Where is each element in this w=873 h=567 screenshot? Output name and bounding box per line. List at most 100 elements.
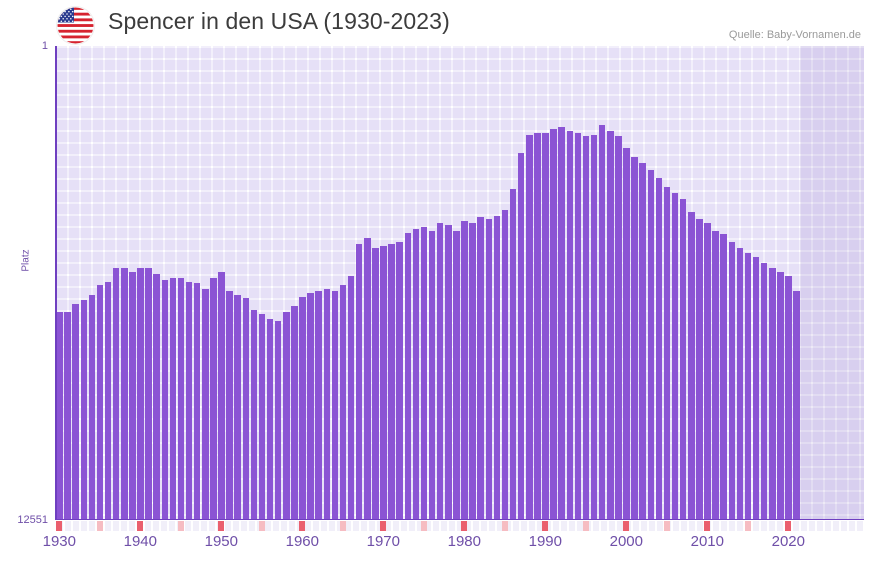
bar[interactable] [129, 272, 136, 519]
bar[interactable] [355, 243, 363, 519]
bar[interactable] [720, 234, 727, 519]
bar[interactable] [80, 300, 88, 519]
bar[interactable] [339, 285, 347, 519]
bar[interactable] [323, 289, 331, 519]
bar[interactable] [283, 311, 290, 519]
bar[interactable] [534, 132, 541, 519]
bar[interactable] [671, 192, 679, 519]
bar[interactable] [96, 285, 104, 519]
x-axis-tick-strip [55, 521, 864, 531]
bar[interactable] [307, 292, 314, 519]
bar[interactable] [623, 147, 630, 519]
bar[interactable] [461, 221, 468, 519]
bar[interactable] [169, 277, 177, 519]
bar[interactable] [712, 230, 719, 519]
no-data-shaded-region [800, 46, 864, 519]
bar[interactable] [777, 272, 784, 519]
bar[interactable] [526, 134, 533, 519]
y-axis-top-tick-label: 1 [41, 40, 48, 52]
bar[interactable] [704, 223, 711, 519]
bar[interactable] [485, 219, 493, 519]
bar[interactable] [121, 268, 128, 519]
bar[interactable] [509, 189, 517, 519]
bar[interactable] [388, 243, 395, 519]
bar[interactable] [226, 290, 233, 519]
x-tick-minor [420, 521, 427, 531]
bar[interactable] [234, 294, 241, 519]
bar[interactable] [210, 277, 217, 519]
bar[interactable] [258, 313, 266, 519]
bar[interactable] [760, 262, 768, 519]
bar[interactable] [202, 289, 209, 519]
bar[interactable] [250, 309, 258, 519]
bar[interactable] [372, 247, 379, 519]
bar[interactable] [566, 130, 574, 519]
bar[interactable] [615, 136, 622, 519]
bar[interactable] [218, 272, 225, 519]
bar[interactable] [663, 187, 671, 519]
bar[interactable] [145, 267, 152, 519]
bar[interactable] [793, 290, 800, 519]
bar[interactable] [696, 219, 703, 519]
bar[interactable] [679, 198, 687, 519]
bar[interactable] [177, 277, 185, 519]
bar[interactable] [631, 157, 638, 519]
bar[interactable] [785, 275, 792, 519]
x-tick-major [461, 521, 467, 531]
bar[interactable] [291, 306, 298, 519]
bar[interactable] [558, 127, 565, 519]
bar[interactable] [445, 225, 452, 519]
bar[interactable] [493, 215, 501, 519]
bar[interactable] [137, 268, 144, 519]
bar[interactable] [380, 245, 387, 519]
bar[interactable] [274, 321, 282, 519]
bar[interactable] [242, 298, 250, 519]
bar[interactable] [315, 290, 322, 519]
bar[interactable] [582, 136, 590, 519]
bar[interactable] [364, 238, 371, 519]
bar[interactable] [728, 241, 736, 519]
bar[interactable] [436, 223, 444, 519]
bar[interactable] [590, 134, 598, 519]
bar[interactable] [412, 228, 420, 519]
bar[interactable] [647, 170, 655, 519]
bar[interactable] [420, 226, 428, 519]
bar[interactable] [396, 241, 403, 519]
bar[interactable] [347, 275, 355, 519]
bar[interactable] [72, 304, 79, 519]
bar[interactable] [428, 230, 436, 519]
bar[interactable] [88, 294, 96, 519]
bar[interactable] [266, 319, 274, 519]
bar[interactable] [453, 230, 460, 519]
bar[interactable] [469, 223, 476, 519]
bar[interactable] [56, 311, 63, 519]
bar[interactable] [744, 253, 752, 519]
bar[interactable] [550, 128, 557, 519]
bar[interactable] [153, 273, 160, 519]
bar[interactable] [104, 281, 112, 519]
bar[interactable] [64, 311, 71, 519]
bar[interactable] [404, 232, 412, 519]
bar[interactable] [501, 209, 509, 519]
bar[interactable] [517, 153, 525, 519]
bar[interactable] [598, 125, 606, 519]
bar[interactable] [752, 257, 760, 519]
bar[interactable] [639, 162, 646, 519]
x-tick-minor [339, 521, 346, 531]
bar[interactable] [112, 268, 120, 519]
bar[interactable] [688, 211, 695, 519]
bar[interactable] [161, 279, 169, 519]
bar[interactable] [185, 281, 193, 519]
bar[interactable] [655, 177, 663, 519]
bar[interactable] [736, 247, 744, 519]
bar[interactable] [607, 130, 614, 519]
bar[interactable] [574, 132, 582, 519]
bar[interactable] [193, 283, 201, 519]
bar[interactable] [331, 290, 339, 519]
x-axis-tick-label: 2020 [771, 533, 805, 550]
x-tick-minor [582, 521, 589, 531]
bar[interactable] [299, 296, 306, 519]
bar[interactable] [542, 132, 549, 519]
bar[interactable] [477, 217, 484, 519]
bar[interactable] [769, 268, 776, 519]
